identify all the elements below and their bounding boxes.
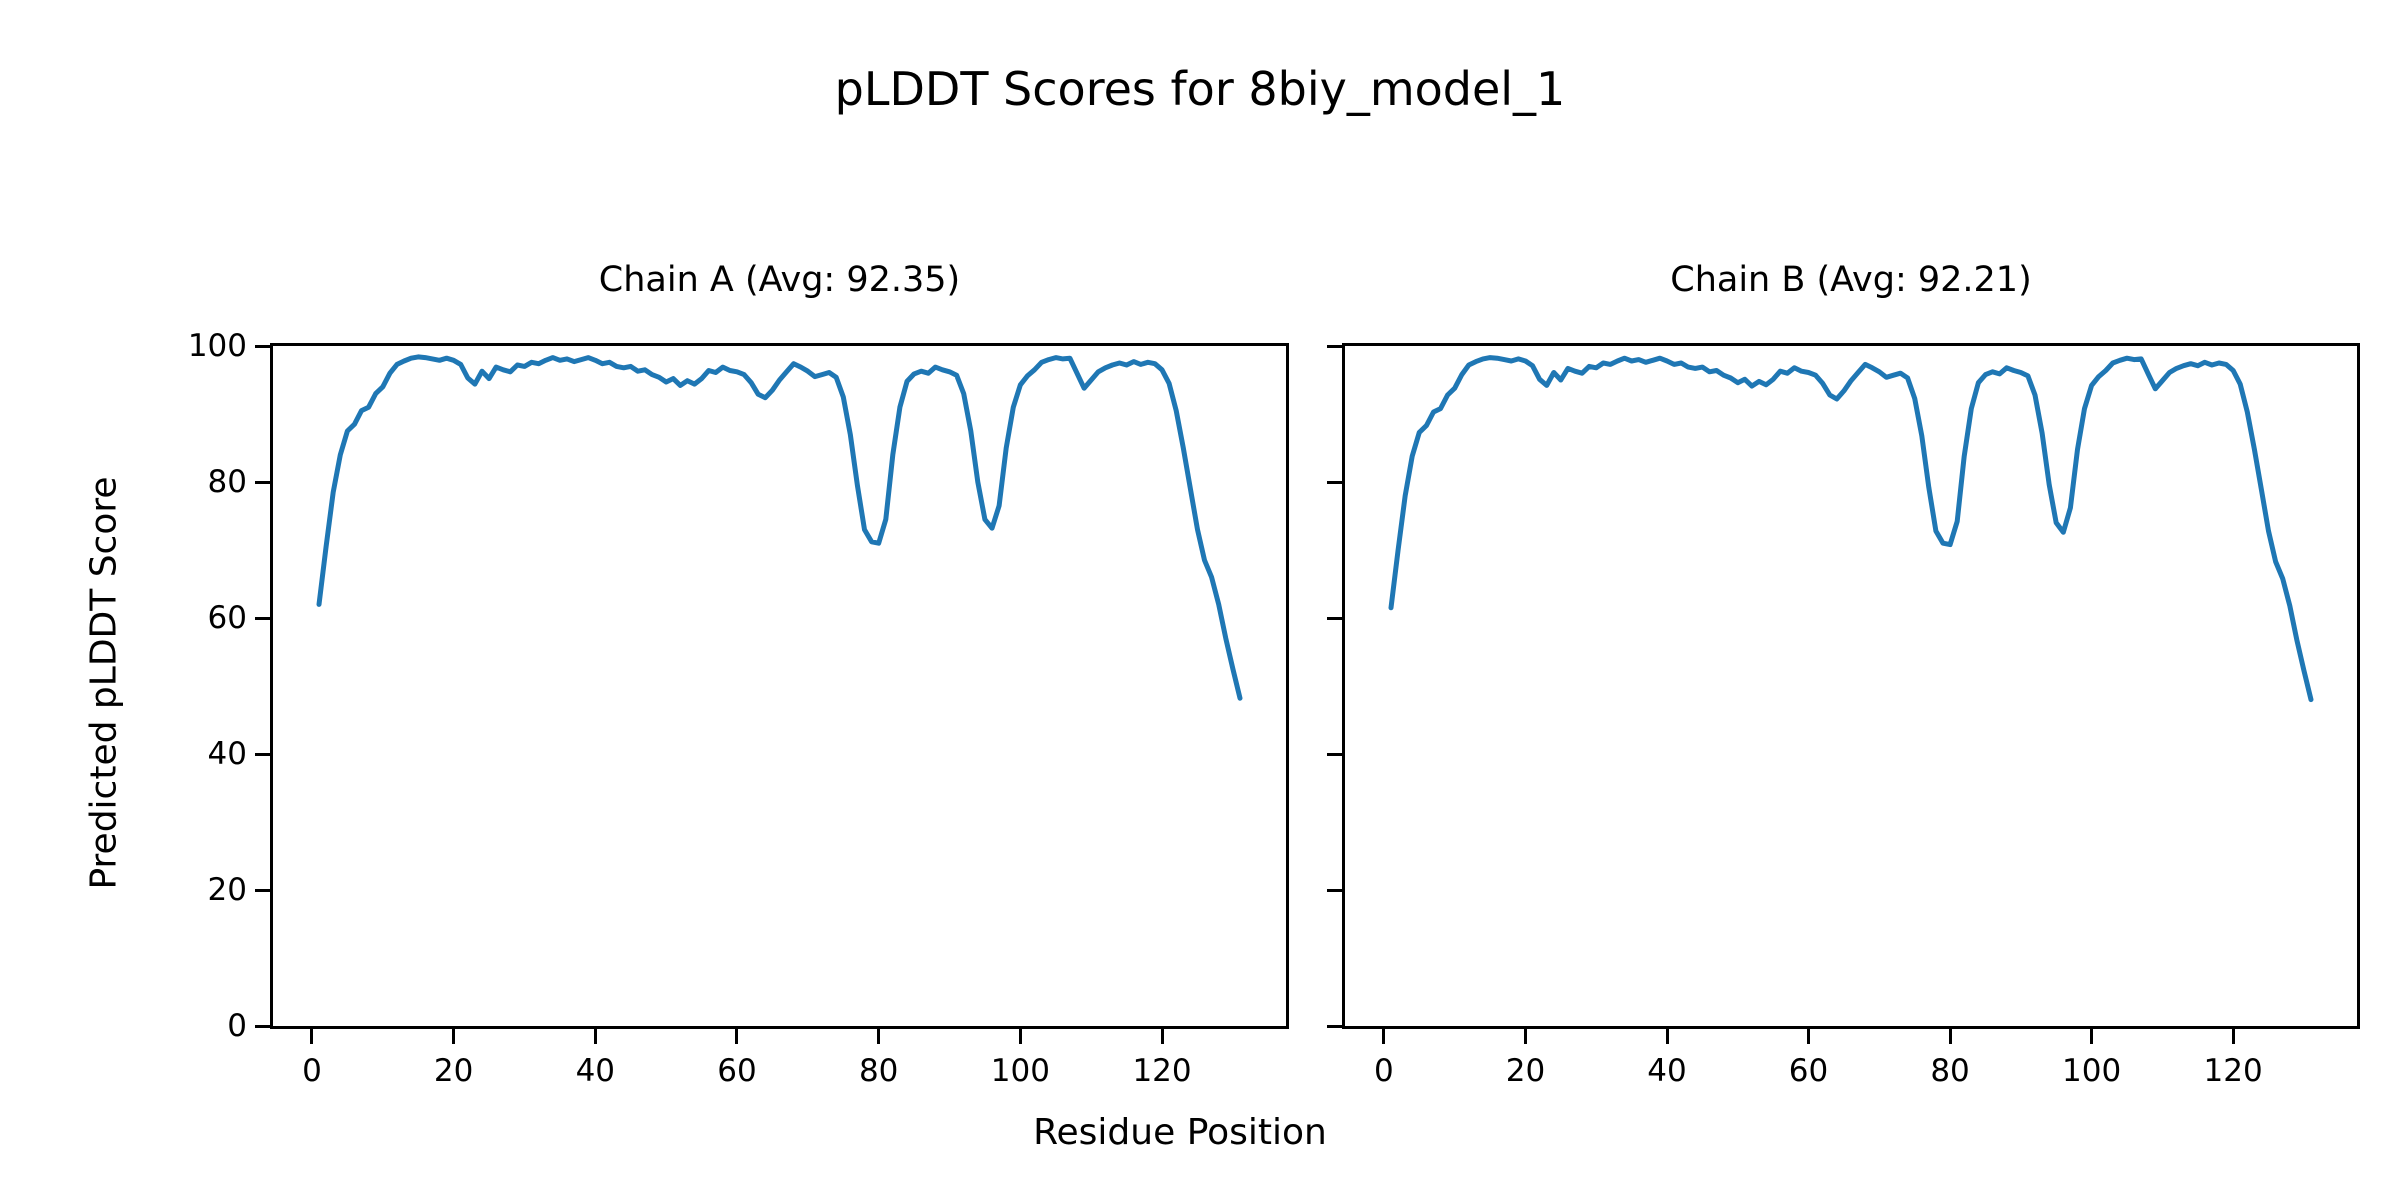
y-tick-label: 40 [207, 736, 247, 772]
y-tick-mark [1327, 752, 1345, 756]
x-tick-mark [1382, 1026, 1386, 1044]
x-tick-mark [1160, 1026, 1164, 1044]
y-tick-mark [1327, 1024, 1345, 1028]
x-tick-label: 60 [1788, 1053, 1829, 1089]
x-tick-label: 100 [990, 1053, 1050, 1089]
y-tick-mark [1327, 344, 1345, 348]
x-tick-mark [1018, 1026, 1022, 1044]
y-tick-label: 100 [187, 328, 247, 364]
x-tick-label: 0 [302, 1053, 322, 1089]
x-tick-mark [1523, 1026, 1527, 1044]
figure-title: pLDDT Scores for 8biy_model_1 [834, 62, 1566, 116]
x-tick-mark [1665, 1026, 1669, 1044]
y-tick-mark [1327, 480, 1345, 484]
x-tick-label: 20 [1505, 1053, 1546, 1089]
y-tick-label: 60 [207, 600, 247, 636]
y-tick-label: 80 [207, 464, 247, 500]
y-tick-label: 0 [227, 1008, 247, 1044]
chain-a-axes [270, 343, 1289, 1029]
x-tick-label: 120 [1132, 1053, 1192, 1089]
y-tick-mark [255, 480, 273, 484]
y-tick-mark [255, 888, 273, 892]
x-tick-label: 80 [858, 1053, 899, 1089]
x-tick-mark [735, 1026, 739, 1044]
x-tick-label: 60 [717, 1053, 757, 1089]
y-tick-label: 20 [207, 872, 247, 908]
chain-b-plot-svg [1388, 355, 2314, 703]
x-tick-label: 20 [433, 1053, 474, 1089]
x-tick-mark [1807, 1026, 1811, 1044]
chain-b-title: Chain B (Avg: 92.21) [1670, 260, 2032, 300]
x-tick-label: 100 [2062, 1053, 2122, 1089]
x-tick-mark [2090, 1026, 2094, 1044]
x-tick-label: 0 [1374, 1053, 1394, 1089]
y-tick-mark [255, 752, 273, 756]
plddt-line-chain-b [1388, 355, 2314, 703]
x-tick-label: 120 [2203, 1053, 2263, 1089]
y-tick-mark [1327, 888, 1345, 892]
x-tick-mark [452, 1026, 456, 1044]
chain-b-axes [1342, 343, 2360, 1029]
x-tick-mark [2231, 1026, 2235, 1044]
x-tick-mark [593, 1026, 597, 1044]
plddt-line-chain-a [316, 354, 1243, 701]
chain-a-title: Chain A (Avg: 92.35) [598, 260, 961, 300]
y-tick-mark [255, 616, 273, 620]
x-tick-label: 40 [1647, 1053, 1687, 1089]
y-tick-mark [255, 344, 273, 348]
x-tick-mark [877, 1026, 881, 1044]
x-tick-label: 80 [1930, 1053, 1970, 1089]
y-tick-mark [1327, 616, 1345, 620]
x-tick-mark [310, 1026, 314, 1044]
chain-a-plot-svg [316, 354, 1243, 701]
x-tick-mark [1948, 1026, 1952, 1044]
x-axis-label: Residue Position [1033, 1112, 1327, 1153]
y-axis-label: Predicted pLDDT Score [83, 476, 125, 890]
x-tick-label: 40 [575, 1053, 616, 1089]
y-tick-mark [255, 1024, 273, 1028]
